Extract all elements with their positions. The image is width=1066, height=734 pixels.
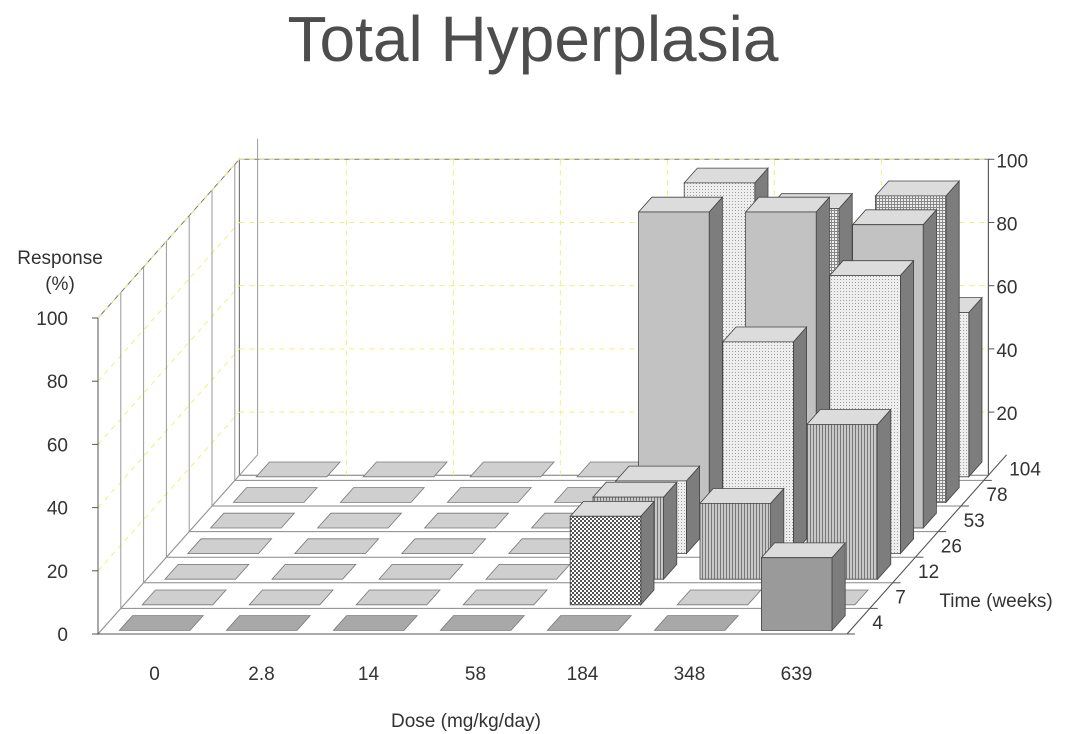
z-tick-label: 104: [1009, 460, 1041, 481]
gridline-side: [97, 285, 240, 445]
z-tick-label: 7: [895, 588, 906, 609]
z-tick-label: 53: [964, 511, 985, 532]
bar-top-face: [851, 209, 938, 226]
bar-side-face: [968, 296, 983, 478]
zero-bar-tile: [462, 589, 548, 606]
bar-top-face: [721, 326, 808, 343]
right-tick-label: 80: [996, 214, 1017, 235]
z-axis-title: Time (weeks): [939, 591, 1052, 612]
z-axis-line: [846, 454, 1007, 635]
zero-bar-tile: [676, 589, 762, 606]
bar-top-face: [614, 465, 701, 482]
right-tick-label: 20: [996, 404, 1017, 425]
floor-lane-side: [234, 454, 258, 481]
zero-bar-tile: [423, 512, 510, 529]
bar-side-face: [877, 408, 892, 581]
z-tick-label: 26: [941, 536, 962, 557]
bar-top-face: [806, 409, 892, 425]
zero-bar-tile: [293, 538, 380, 554]
bar-348-t12: [699, 502, 771, 580]
floor-lane-side: [120, 582, 144, 609]
floor-lane-side: [211, 480, 236, 507]
zero-bar-tile: [141, 589, 227, 606]
floor-lane-side: [97, 608, 122, 635]
gridline-side: [97, 222, 240, 382]
zero-bar-tile: [225, 615, 312, 631]
floor-lane-side: [188, 505, 213, 532]
bar-top-face: [744, 196, 831, 213]
x-tick-label: 14: [358, 664, 380, 685]
zero-bar-tile: [446, 487, 533, 503]
gridline-side: [97, 348, 240, 508]
x-tick-label: 348: [674, 664, 706, 685]
z-tick-label: 4: [872, 613, 883, 634]
bar-639-t4: [761, 557, 833, 631]
chart-title: Total Hyperplasia: [287, 3, 779, 75]
zero-bar-tile: [186, 538, 273, 554]
bar-top-face: [683, 167, 769, 184]
bar-top-face: [569, 501, 655, 517]
bar-top-face: [874, 180, 961, 197]
zero-bar-tile: [164, 564, 250, 580]
y-tick-label: 60: [47, 435, 68, 456]
y-axis-title-unit: (%): [45, 274, 75, 295]
right-tick-label: 40: [996, 341, 1017, 362]
right-tick-label: 100: [996, 151, 1028, 172]
zero-bar-tile: [118, 615, 205, 631]
zero-bar-tile: [332, 615, 419, 631]
zero-bar-tile: [339, 487, 426, 503]
zero-bar-tile: [439, 615, 526, 631]
x-tick-label: 2.8: [248, 664, 274, 685]
y-tick-label: 40: [47, 499, 68, 520]
bar-top-face: [760, 542, 847, 559]
bar-top-face: [637, 196, 724, 213]
side-wall: [97, 157, 240, 636]
bar-639-t12: [806, 423, 878, 580]
y-axis-title: Response: [17, 248, 103, 269]
bar-top-face: [828, 260, 915, 276]
x-axis-title: Dose (mg/kg/day): [391, 711, 541, 732]
right-tick-label: 60: [996, 278, 1017, 299]
y-tick-label: 0: [57, 625, 68, 646]
z-tick-label: 78: [986, 485, 1007, 506]
z-tick-label: 12: [918, 562, 939, 583]
zero-bar-tile: [485, 564, 571, 580]
bar-184-t7: [569, 515, 642, 606]
y-tick-label: 20: [47, 562, 68, 583]
bar-side-face: [945, 179, 960, 504]
bar-top-face: [592, 481, 678, 498]
zero-bar-tile: [271, 564, 357, 580]
x-tick-label: 0: [149, 664, 160, 685]
x-tick-label: 639: [781, 664, 813, 685]
zero-bar-tile: [362, 461, 448, 478]
zero-bar-tile: [316, 512, 403, 529]
zero-bar-tile: [255, 461, 341, 478]
zero-bar-tile: [378, 564, 464, 580]
zero-bar-tile: [400, 538, 487, 554]
y-tick-label: 100: [36, 309, 68, 330]
zero-bar-tile: [209, 512, 296, 529]
zero-bar-tile: [653, 615, 740, 631]
x-tick-label: 58: [465, 664, 486, 685]
zero-bar-tile: [248, 589, 334, 606]
x-tick-label: 184: [567, 664, 599, 685]
y-tick-label: 80: [47, 372, 68, 393]
zero-bar-tile: [232, 487, 319, 503]
floor-lane-side: [166, 531, 190, 558]
bar-side-face: [640, 500, 655, 606]
bar-side-face: [708, 196, 723, 530]
bar-side-face: [922, 208, 937, 530]
floor-lane-side: [143, 556, 167, 584]
bar-side-face: [793, 325, 807, 555]
zero-bar-tile: [355, 589, 441, 606]
bar-side-face: [663, 481, 678, 581]
bar-top-face: [699, 488, 785, 504]
zero-bar-tile: [469, 461, 555, 478]
bar-side-face: [900, 259, 914, 555]
zero-bar-tile: [546, 615, 633, 631]
